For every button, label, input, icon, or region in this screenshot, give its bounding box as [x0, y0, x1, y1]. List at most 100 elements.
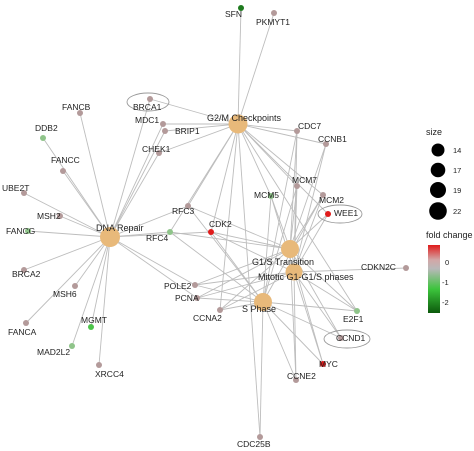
size-legend-label: 17 [453, 166, 461, 175]
gene-label: FANCG [6, 226, 35, 236]
edge [237, 123, 358, 312]
color-legend-tick: -1 [442, 278, 449, 287]
edge [109, 152, 160, 238]
edge [293, 271, 297, 381]
size-legend-label: 14 [453, 146, 461, 155]
edge [237, 123, 327, 145]
gene-node [271, 10, 277, 16]
gene-node [320, 192, 326, 198]
node-layer [21, 5, 409, 440]
gene-node [69, 343, 75, 349]
edge [62, 170, 111, 238]
edge [79, 112, 111, 238]
gene-node [162, 128, 168, 134]
gene-label: BRIP1 [175, 126, 200, 136]
edge [262, 185, 298, 303]
gene-label: CHEK1 [142, 144, 171, 154]
color-legend-title: fold change [426, 230, 473, 240]
gene-node [88, 324, 94, 330]
edge [237, 123, 324, 196]
label-layer: G2/M Checkpoints DNA Repair G1/S Transitio… [2, 9, 396, 449]
edge [109, 231, 212, 238]
color-legend-tick: -2 [442, 298, 449, 307]
edge [187, 205, 291, 250]
pathway-label: DNA Repair [96, 223, 144, 233]
edge [237, 12, 275, 125]
edge [169, 231, 291, 250]
gene-node [72, 283, 78, 289]
edge [293, 271, 324, 365]
edge [262, 195, 272, 303]
edge [149, 98, 239, 125]
edge [293, 271, 342, 339]
edge [194, 248, 291, 286]
edge [90, 236, 111, 328]
gene-label: MAD2L2 [37, 347, 70, 357]
legend: size 14 17 19 22 fold change 0 -1 -2 [426, 127, 473, 313]
gene-label: PKMYT1 [256, 17, 290, 27]
edge [237, 123, 298, 132]
edge [237, 123, 272, 197]
edge [23, 192, 111, 238]
gene-node [192, 282, 198, 288]
edge [270, 195, 291, 250]
size-legend-dot [429, 202, 447, 220]
size-legend-dot [430, 162, 446, 178]
pathway-label: Mitotic G1-G1/S phases [258, 272, 354, 282]
gene-label: FANCB [62, 102, 91, 112]
size-legend-label: 22 [453, 207, 461, 216]
highlight-ring [317, 204, 363, 224]
edge [25, 236, 111, 324]
edge [71, 236, 111, 347]
gene-node [25, 228, 31, 234]
gene-label: E2F1 [343, 314, 364, 324]
gene-label: RFC4 [146, 233, 168, 243]
pathway-label: G2/M Checkpoints [207, 113, 282, 123]
edge [237, 123, 261, 438]
edge [289, 143, 327, 250]
gene-node [57, 213, 63, 219]
edge [109, 123, 164, 238]
highlight-ring [126, 92, 170, 112]
gene-label: CDC25B [237, 439, 271, 449]
pathway-node [281, 240, 299, 258]
gene-node [294, 128, 300, 134]
gene-node [21, 190, 27, 196]
gene-label: MCM5 [254, 190, 279, 200]
gene-node [96, 362, 102, 368]
edge [262, 301, 358, 312]
gene-node [21, 267, 27, 273]
edge [27, 230, 111, 238]
gene-node [194, 295, 200, 301]
edge [109, 205, 189, 238]
gene-label: SFN [225, 9, 242, 19]
color-legend-bar [428, 245, 440, 313]
edge [289, 130, 298, 250]
gene-label: MSH6 [53, 289, 77, 299]
size-legend-dot [430, 182, 446, 198]
gene-label: CCNB1 [318, 134, 347, 144]
gene-label: XRCC4 [95, 369, 124, 379]
gene-label: RFC3 [172, 206, 194, 216]
gene-label: CDKN2C [361, 262, 396, 272]
gene-label: MSH2 [37, 211, 61, 221]
gene-node [77, 110, 83, 116]
gene-label: MGMT [81, 315, 107, 325]
highlight-ring [323, 329, 371, 349]
gene-label: CCND1 [336, 333, 366, 343]
pathway-label: S Phase [242, 304, 276, 314]
gene-node [403, 265, 409, 271]
edge [293, 271, 358, 312]
edge [42, 137, 111, 238]
edge [109, 236, 198, 299]
edge [210, 231, 295, 273]
gene-node [238, 5, 244, 11]
edge [109, 236, 196, 286]
edge [187, 205, 264, 303]
edge [237, 123, 329, 215]
edge [293, 267, 407, 273]
pathway-node [254, 293, 272, 311]
edge [74, 236, 111, 287]
edge [196, 297, 264, 303]
